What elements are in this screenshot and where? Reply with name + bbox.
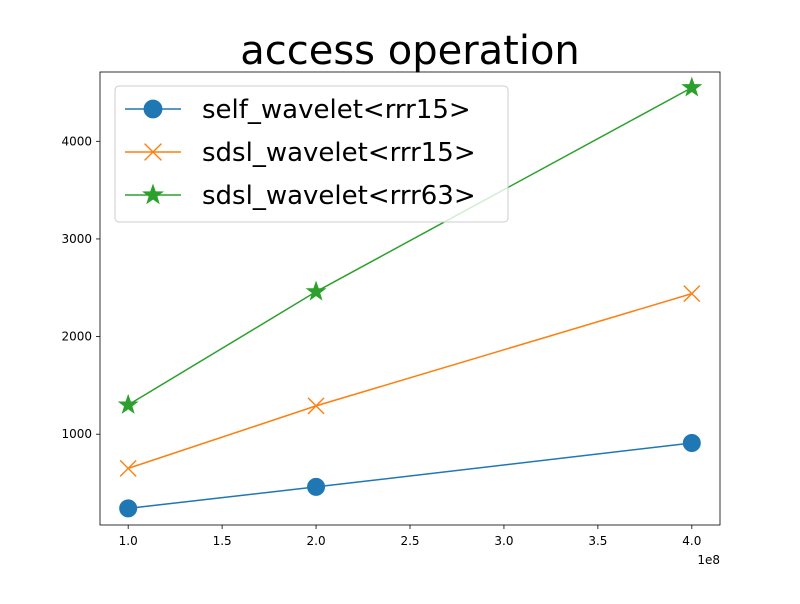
y-tick-label: 2000 — [61, 330, 92, 344]
data-point — [119, 459, 137, 477]
x-tick-label: 4.0 — [682, 534, 701, 548]
legend-item: sdsl_wavelet<rrr63> — [125, 181, 476, 211]
data-point — [682, 433, 701, 452]
x-tick-label: 1.0 — [119, 534, 138, 548]
data-point — [119, 499, 138, 518]
series-1 — [119, 433, 701, 518]
x-tick-label: 2.5 — [400, 534, 419, 548]
data-point — [305, 280, 327, 301]
y-tick-label: 1000 — [61, 427, 92, 441]
chart-legend: self_wavelet<rrr15> sdsl_wavelet<rrr15>sd… — [114, 85, 509, 223]
legend-item: self_wavelet<rrr15> — [125, 95, 471, 125]
series-2 — [119, 285, 701, 477]
legend-item: sdsl_wavelet<rrr15> — [125, 138, 476, 168]
y-tick-label: 3000 — [61, 232, 92, 246]
legend-marker — [144, 143, 162, 161]
legend-marker — [143, 99, 163, 119]
legend-label: self_wavelet<rrr15> — [202, 95, 471, 125]
data-point — [307, 397, 325, 415]
data-point — [307, 477, 326, 496]
series-3 — [117, 76, 703, 414]
legend-marker — [142, 183, 164, 205]
data-point — [681, 76, 703, 97]
y-tick-label: 4000 — [61, 134, 92, 148]
legend-label: sdsl_wavelet<rrr15> — [202, 138, 476, 168]
data-point — [683, 285, 701, 303]
x-tick-label: 1.5 — [213, 534, 232, 548]
data-point — [117, 393, 139, 414]
x-tick-label: 3.0 — [494, 534, 513, 548]
x-tick-label: 3.5 — [588, 534, 607, 548]
legend-box — [114, 85, 509, 223]
chart-title: access operation — [240, 28, 580, 74]
x-tick-label: 2.0 — [307, 534, 326, 548]
legend-label: sdsl_wavelet<rrr63> — [202, 181, 476, 211]
x-axis-offset-label: 1e8 — [697, 553, 720, 567]
